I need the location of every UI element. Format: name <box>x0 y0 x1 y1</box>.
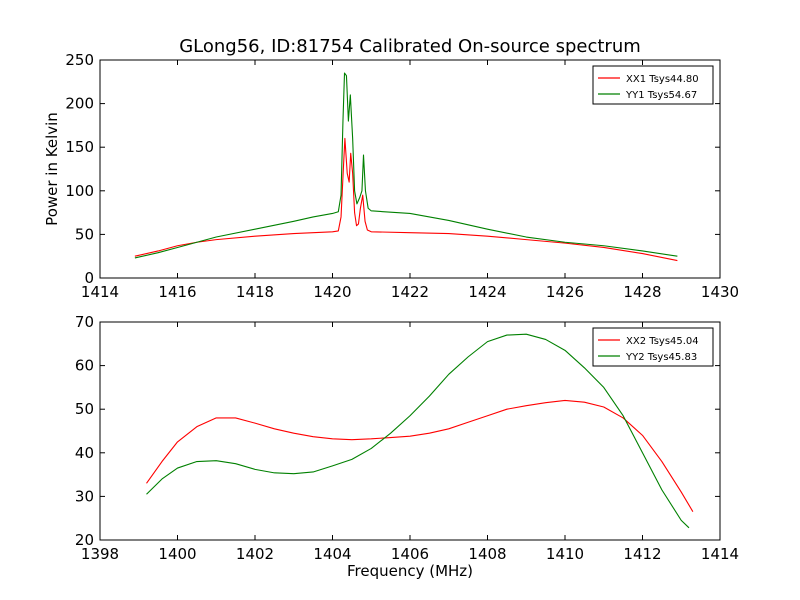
x-tick-label: 1400 <box>158 545 196 563</box>
x-tick-label: 1402 <box>236 545 274 563</box>
plot-top: 1414 1416 1418 1420 1422 1424 1426 1428 1430 0 50 1… <box>43 51 739 301</box>
series-line-1 <box>146 399 694 512</box>
y-tick-label: 40 <box>75 444 94 462</box>
series-line-2 <box>134 72 678 259</box>
legend-label: XX2 Tsys45.04 <box>626 336 699 347</box>
y-tick-label: 60 <box>75 357 94 375</box>
x-tick-label: 1404 <box>313 545 351 563</box>
y-tick-label: 20 <box>75 531 94 549</box>
y-tick-label: 150 <box>65 138 94 156</box>
legend: XX1 Tsys44.80 YY1 Tsys54.67 <box>592 65 714 105</box>
legend-box <box>592 65 714 105</box>
legend: XX2 Tsys45.04 YY2 Tsys45.83 <box>592 327 714 367</box>
plot-bottom: 1398 1400 1402 1404 1406 1408 1410 1412 1414 20 30… <box>75 313 739 580</box>
y-tick-label: 0 <box>84 269 94 287</box>
legend-label: YY2 Tsys45.83 <box>625 352 697 363</box>
x-tick-label: 1406 <box>391 545 429 563</box>
x-tick-label: 1424 <box>468 283 506 301</box>
x-tick-label: 1410 <box>546 545 584 563</box>
x-axis-label: Frequency (MHz) <box>347 562 473 580</box>
x-tick-label: 1412 <box>623 545 661 563</box>
series-line-1 <box>134 137 678 262</box>
legend-label: YY1 Tsys54.67 <box>625 90 697 101</box>
y-tick-label: 250 <box>65 51 94 69</box>
y-tick-label: 50 <box>75 400 94 418</box>
x-tick-label: 1418 <box>236 283 274 301</box>
series-line-2 <box>146 333 690 529</box>
x-tick-label: 1426 <box>546 283 584 301</box>
legend-box <box>592 327 714 367</box>
x-tick-label: 1416 <box>158 283 196 301</box>
x-tick-label: 1414 <box>701 545 739 563</box>
x-tick-label: 1430 <box>701 283 739 301</box>
x-tick-label: 1420 <box>313 283 351 301</box>
y-axis-label: Power in Kelvin <box>43 112 61 226</box>
chart-title: GLong56, ID:81754 Calibrated On-source s… <box>179 36 641 57</box>
x-tick-label: 1414 <box>81 283 119 301</box>
legend-label: XX1 Tsys44.80 <box>626 74 699 85</box>
x-tick-label: 1408 <box>468 545 506 563</box>
x-tick-label: 1428 <box>623 283 661 301</box>
x-tick-label: 1422 <box>391 283 429 301</box>
y-tick-label: 200 <box>65 95 94 113</box>
y-tick-label: 100 <box>65 182 94 200</box>
y-tick-label: 70 <box>75 313 94 331</box>
y-tick-label: 50 <box>75 225 94 243</box>
x-tick-label: 1398 <box>81 545 119 563</box>
y-tick-label: 30 <box>75 487 94 505</box>
